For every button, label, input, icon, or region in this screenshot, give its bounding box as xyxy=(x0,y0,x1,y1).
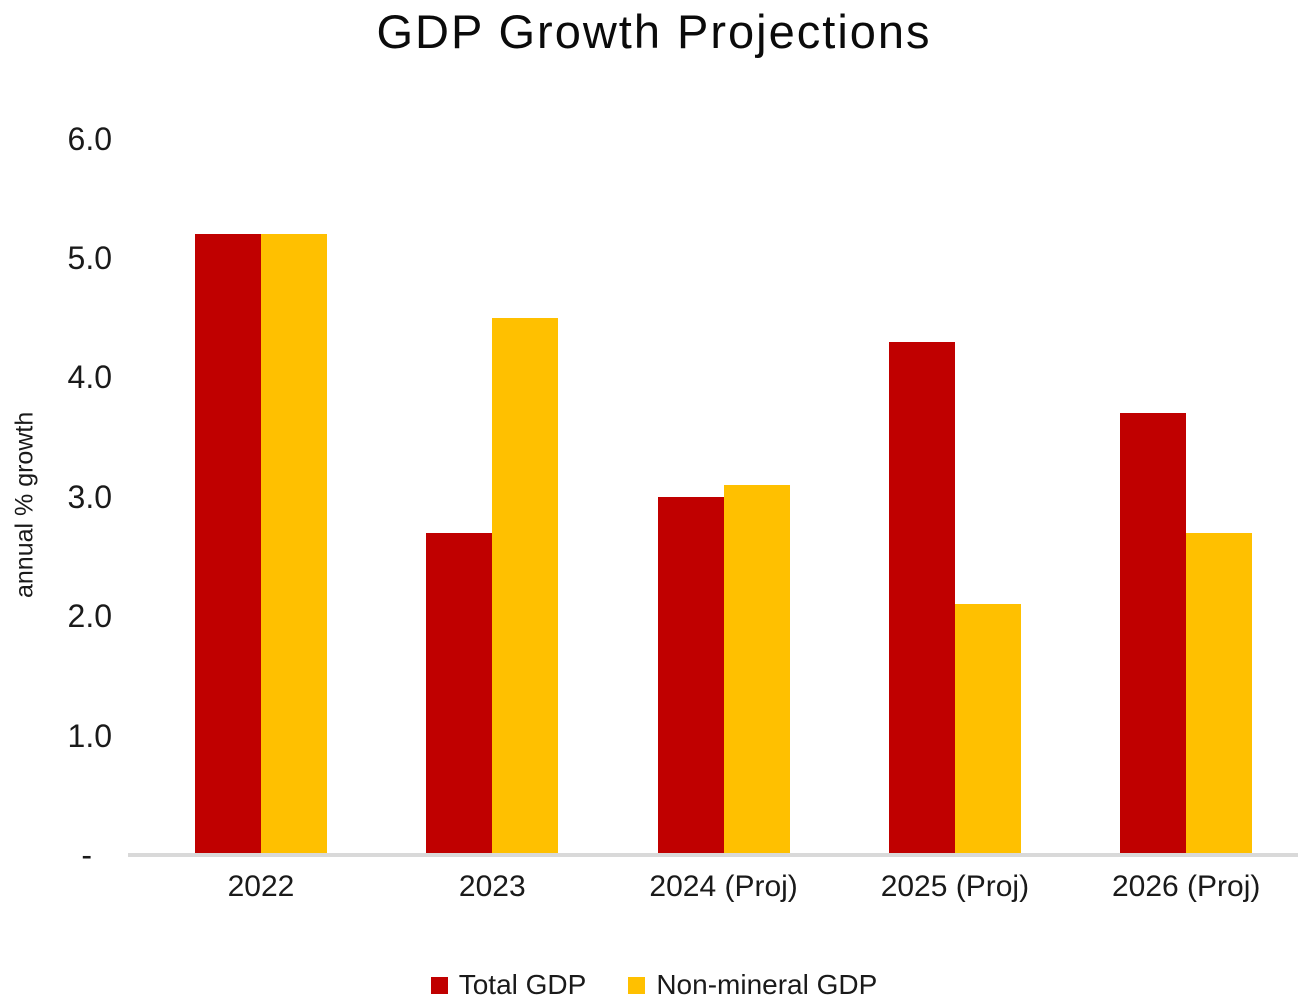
bar-non-mineral-gdp-2026-proj xyxy=(1186,532,1253,855)
y-tick-: - xyxy=(81,837,92,873)
legend-label-non-mineral-gdp: Non-mineral GDP xyxy=(656,969,878,1000)
bar-total-gdp-2024-proj xyxy=(657,496,724,855)
bar-total-gdp-2025-proj xyxy=(888,341,955,855)
legend-swatch-non-mineral-gdp xyxy=(628,976,646,994)
x-label-2023: 2023 xyxy=(458,870,526,903)
x-label-2022: 2022 xyxy=(227,870,295,903)
chart-title: GDP Growth Projections xyxy=(376,5,932,58)
x-label-2026-proj: 2026 (Proj) xyxy=(1111,870,1261,903)
y-tick-4-0: 4.0 xyxy=(67,359,112,396)
y-tick-1-0: 1.0 xyxy=(67,717,112,754)
y-tick-6-0: 6.0 xyxy=(67,120,112,157)
y-tick-5-0: 5.0 xyxy=(67,240,112,276)
legend-swatch-total-gdp xyxy=(430,976,448,994)
legend-item-non-mineral-gdp: Non-mineral GDP xyxy=(628,969,877,1001)
legend-item-total-gdp: Total GDP xyxy=(430,969,587,1001)
y-tick-2-0: 2.0 xyxy=(67,598,112,635)
bar-non-mineral-gdp-2023 xyxy=(492,317,559,855)
legend: Total GDP Non-mineral GDP xyxy=(0,969,1308,1001)
bar-non-mineral-gdp-2025-proj xyxy=(954,604,1021,855)
x-label-2025-proj: 2025 (Proj) xyxy=(880,870,1030,903)
legend-label-total-gdp: Total GDP xyxy=(458,969,587,1000)
bar-total-gdp-2023 xyxy=(426,532,493,855)
x-label-2024-proj: 2024 (Proj) xyxy=(649,870,798,903)
bar-total-gdp-2022 xyxy=(195,234,261,855)
bar-total-gdp-2026-proj xyxy=(1120,413,1187,855)
bar-non-mineral-gdp-2024-proj xyxy=(723,484,790,855)
y-tick-3-0: 3.0 xyxy=(67,478,112,515)
x-axis-line xyxy=(128,853,1298,857)
bar-non-mineral-gdp-2022 xyxy=(261,234,327,855)
